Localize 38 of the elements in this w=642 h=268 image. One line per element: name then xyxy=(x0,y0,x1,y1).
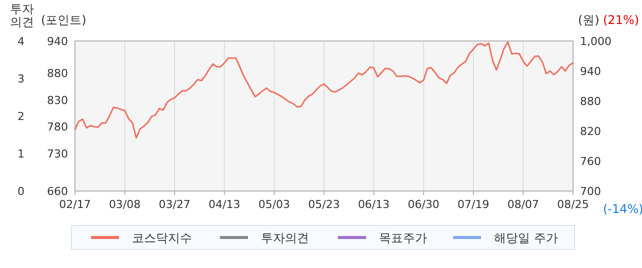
y3-tick-label: 3 xyxy=(18,72,24,86)
x-tick-label: 08/25 xyxy=(557,198,589,211)
y2-tick-label: 700 xyxy=(580,185,601,198)
x-tick-label: 03/08 xyxy=(108,198,141,211)
text: (-14%) xyxy=(603,202,642,216)
legend-label: 목표주가 xyxy=(379,231,427,245)
y3-axis-title: 투자의견 xyxy=(10,2,35,29)
x-tick-label: 05/03 xyxy=(258,198,290,211)
legend-label: 해당일 주가 xyxy=(494,231,558,245)
y2-tick-label: 760 xyxy=(580,155,601,168)
y3-tick-label: 4 xyxy=(18,35,24,48)
y2-tick-label: 1,000 xyxy=(580,35,612,48)
text: (21%) xyxy=(603,13,640,27)
x-tick-label: 06/13 xyxy=(358,198,390,211)
x-tick-label: 02/17 xyxy=(59,198,91,211)
y-tick-label: 940 xyxy=(47,35,68,48)
y-axis-title: (포인트) xyxy=(41,13,86,27)
y3-tick-label: 0 xyxy=(18,185,24,198)
y-tick-label: 830 xyxy=(47,94,68,107)
y-tick-label: 660 xyxy=(47,185,68,198)
x-tick-label: 08/07 xyxy=(507,198,540,211)
legend-label: 코스닥지수 xyxy=(132,231,192,245)
line-series xyxy=(74,41,574,139)
y2-axis-title: (원) xyxy=(578,13,600,27)
x-tick-label: 05/23 xyxy=(308,198,340,211)
y3-tick-label: 2 xyxy=(18,110,24,123)
legend-label: 투자의견 xyxy=(261,231,309,245)
x-tick-label: 03/27 xyxy=(158,198,190,211)
y-tick-label: 880 xyxy=(47,67,68,80)
y-tick-label: 730 xyxy=(47,148,68,160)
y3-tick-label: 1 xyxy=(18,148,24,160)
x-tick-label: 06/30 xyxy=(408,198,440,211)
x-tick-label: 04/13 xyxy=(208,198,240,211)
y-tick-label: 780 xyxy=(47,120,68,134)
x-tick-label: 07/19 xyxy=(458,198,490,211)
y2-tick-label: 940 xyxy=(580,65,601,78)
y2-tick-label: 820 xyxy=(580,125,601,138)
y2-tick-label: 880 xyxy=(580,95,601,108)
